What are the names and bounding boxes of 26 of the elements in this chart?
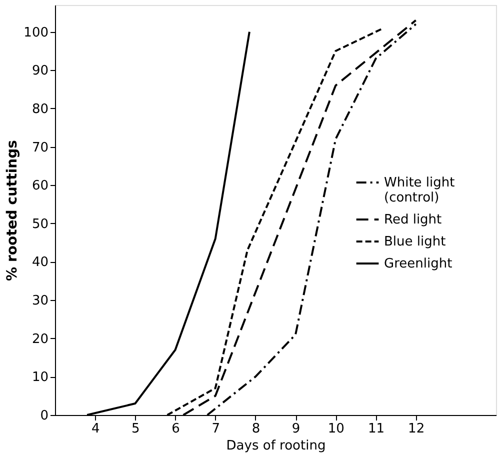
x-tick-label: 6 [172, 422, 180, 436]
y-tick-label: 30 [32, 294, 48, 309]
y-tick-label: 60 [32, 178, 48, 194]
x-tick-label: 8 [252, 422, 260, 436]
y-axis-title: % rooted cuttings [4, 140, 21, 281]
x-tick-label: 7 [212, 422, 220, 436]
x-tick-label: 12 [408, 422, 425, 436]
legend-label: Red light [384, 212, 442, 228]
y-tick-label: 40 [32, 255, 48, 270]
y-tick-label: 50 [32, 216, 48, 232]
y-tick-label: 90 [32, 64, 48, 79]
legend-label: White light (control) [384, 176, 455, 206]
y-tick-label: 70 [32, 140, 48, 156]
legend-label: Greenlight [384, 256, 452, 272]
legend-label: Blue light [384, 234, 446, 250]
y-tick-label: 100 [24, 25, 48, 40]
x-tick-label: 5 [132, 422, 140, 436]
x-tick-label: 10 [328, 422, 344, 436]
y-tick-label: 10 [32, 370, 48, 386]
y-tick-label: 20 [32, 332, 48, 347]
y-tick-label: 0 [40, 408, 48, 424]
x-axis-title: Days of rooting [226, 438, 326, 454]
x-tick-label: 11 [368, 422, 384, 436]
x-tick-label: 9 [292, 422, 300, 436]
y-tick-label: 80 [32, 102, 48, 117]
x-tick-label: 4 [91, 422, 100, 436]
